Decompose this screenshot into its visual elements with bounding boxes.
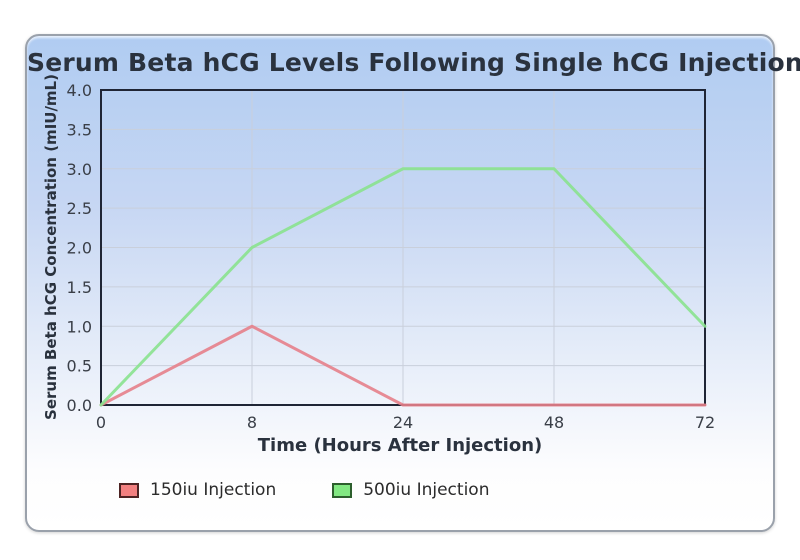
x-tick-label: 24: [393, 413, 413, 432]
x-tick-label: 0: [96, 413, 106, 432]
plot-area: 0.0 0.5 1.0 1.5 2.0 2.5 3.0 3.5 4.0 0 8 24 48 72: [67, 81, 716, 432]
legend-swatch-150iu: [119, 482, 139, 498]
legend-item: 500iu Injection: [332, 480, 489, 500]
x-tick-label: 72: [695, 413, 715, 432]
series-line-500iu-injection: [99, 167, 707, 407]
legend-label-500iu: 500iu Injection: [363, 480, 490, 500]
legend: 150iu Injection 500iu Injection: [119, 480, 489, 500]
chart-card: Serum Beta hCG Levels Following Single h…: [25, 34, 800, 532]
y-tick-label: 3.0: [67, 160, 92, 179]
legend-label-150iu: 150iu Injection: [150, 480, 277, 500]
y-tick-label: 2.0: [67, 239, 92, 258]
legend-item: 150iu Injection: [119, 480, 276, 500]
x-tick-label: 8: [247, 413, 257, 432]
y-tick-label: 3.5: [67, 120, 92, 139]
y-tick-label: 1.0: [67, 317, 92, 336]
y-tick-label: 4.0: [67, 81, 92, 100]
x-axis-title: Time (Hours After Injection): [257, 435, 543, 456]
legend-swatch-500iu: [332, 482, 353, 498]
series-line-150iu-injection: [99, 324, 707, 407]
chart-title: Serum Beta hCG Levels Following Single h…: [27, 48, 800, 77]
y-tick-label: 0.5: [67, 357, 92, 376]
y-tick-label: 1.5: [67, 278, 92, 297]
x-tick-label: 48: [544, 413, 564, 432]
y-tick-label: 2.5: [67, 199, 92, 218]
y-tick-label: 0.0: [67, 396, 92, 415]
